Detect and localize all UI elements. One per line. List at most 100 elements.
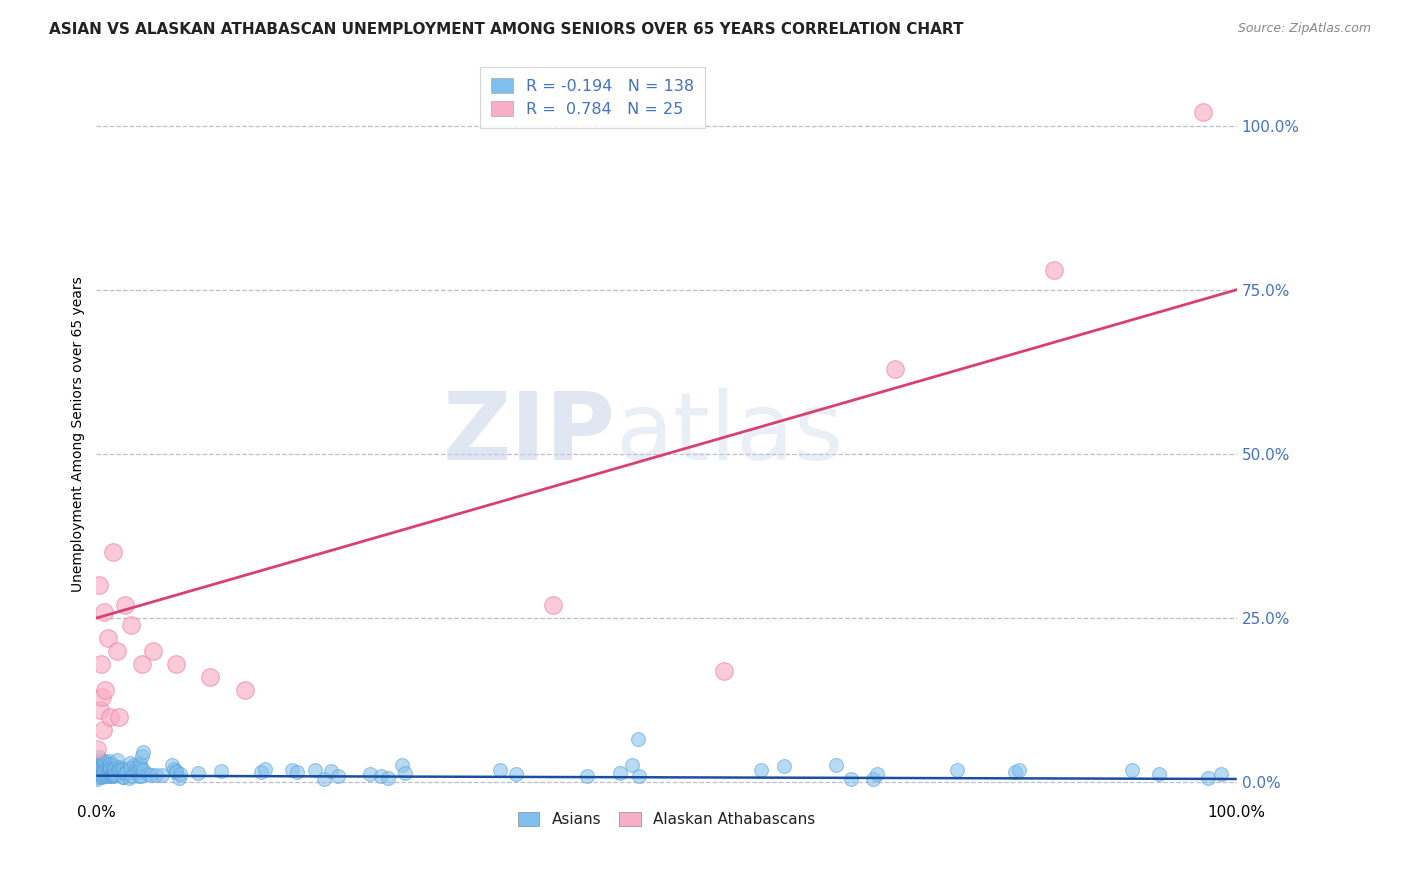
Point [773, 759, 796, 773]
Point [98, 762, 121, 776]
Point [101, 767, 124, 781]
Point [163, 762, 186, 776]
Point [121, 769, 143, 783]
Legend: Asians, Alaskan Athabascans: Asians, Alaskan Athabascans [510, 804, 823, 835]
Point [621, 757, 644, 772]
Point [138, 767, 160, 781]
Point [105, 753, 128, 767]
Point [145, 767, 167, 781]
Point [97, 756, 120, 771]
Point [93, 756, 115, 771]
Point [101, 766, 124, 780]
Point [98, 761, 121, 775]
Point [100, 768, 122, 782]
Point [89, 749, 111, 764]
Point [103, 762, 125, 776]
Text: ZIP: ZIP [443, 388, 616, 480]
Point [91, 756, 114, 771]
Point [89, 767, 111, 781]
Point [104, 761, 127, 775]
Point [90, 657, 112, 671]
Point [91, 764, 114, 778]
Point [377, 772, 399, 786]
Point [541, 598, 564, 612]
Point [883, 361, 905, 376]
Point [97, 631, 120, 645]
Point [488, 763, 510, 777]
Point [100, 761, 122, 775]
Point [98, 754, 121, 768]
Point [129, 761, 152, 775]
Point [89, 753, 111, 767]
Point [150, 768, 173, 782]
Point [866, 767, 889, 781]
Point [104, 767, 127, 781]
Point [86, 755, 108, 769]
Point [118, 756, 141, 770]
Point [142, 644, 165, 658]
Point [87, 767, 110, 781]
Point [86, 742, 108, 756]
Point [110, 762, 132, 776]
Point [129, 756, 152, 771]
Point [132, 745, 155, 759]
Point [321, 764, 343, 778]
Point [129, 768, 152, 782]
Point [576, 769, 599, 783]
Point [165, 764, 187, 778]
Point [97, 769, 120, 783]
Point [391, 758, 413, 772]
Point [86, 765, 108, 780]
Point [120, 761, 142, 775]
Point [108, 709, 131, 723]
Point [1121, 764, 1143, 778]
Point [103, 766, 125, 780]
Point [250, 765, 273, 780]
Point [90, 760, 112, 774]
Point [103, 545, 125, 559]
Point [107, 764, 129, 778]
Point [98, 757, 121, 772]
Point [91, 759, 114, 773]
Point [96, 767, 118, 781]
Point [124, 760, 146, 774]
Point [93, 764, 115, 778]
Point [285, 765, 308, 780]
Point [609, 765, 631, 780]
Point [108, 760, 131, 774]
Point [91, 763, 114, 777]
Point [839, 772, 862, 787]
Point [114, 766, 136, 780]
Point [86, 767, 108, 781]
Point [946, 763, 969, 777]
Point [108, 763, 131, 777]
Point [1191, 105, 1213, 120]
Point [862, 772, 884, 786]
Point [627, 732, 650, 747]
Point [165, 765, 187, 780]
Point [128, 759, 150, 773]
Point [103, 768, 125, 782]
Point [1197, 771, 1219, 785]
Point [91, 769, 114, 783]
Point [394, 766, 416, 780]
Point [86, 767, 108, 781]
Y-axis label: Unemployment Among Seniors over 65 years: Unemployment Among Seniors over 65 years [72, 277, 86, 592]
Point [1209, 766, 1232, 780]
Point [370, 769, 392, 783]
Point [105, 644, 128, 658]
Point [111, 762, 134, 776]
Point [91, 767, 114, 781]
Point [86, 761, 108, 775]
Point [103, 762, 125, 776]
Point [359, 767, 381, 781]
Point [87, 770, 110, 784]
Point [91, 723, 114, 737]
Point [131, 748, 153, 763]
Point [131, 657, 153, 671]
Point [98, 756, 121, 771]
Point [127, 764, 149, 778]
Point [94, 683, 117, 698]
Point [103, 769, 125, 783]
Point [1147, 767, 1170, 781]
